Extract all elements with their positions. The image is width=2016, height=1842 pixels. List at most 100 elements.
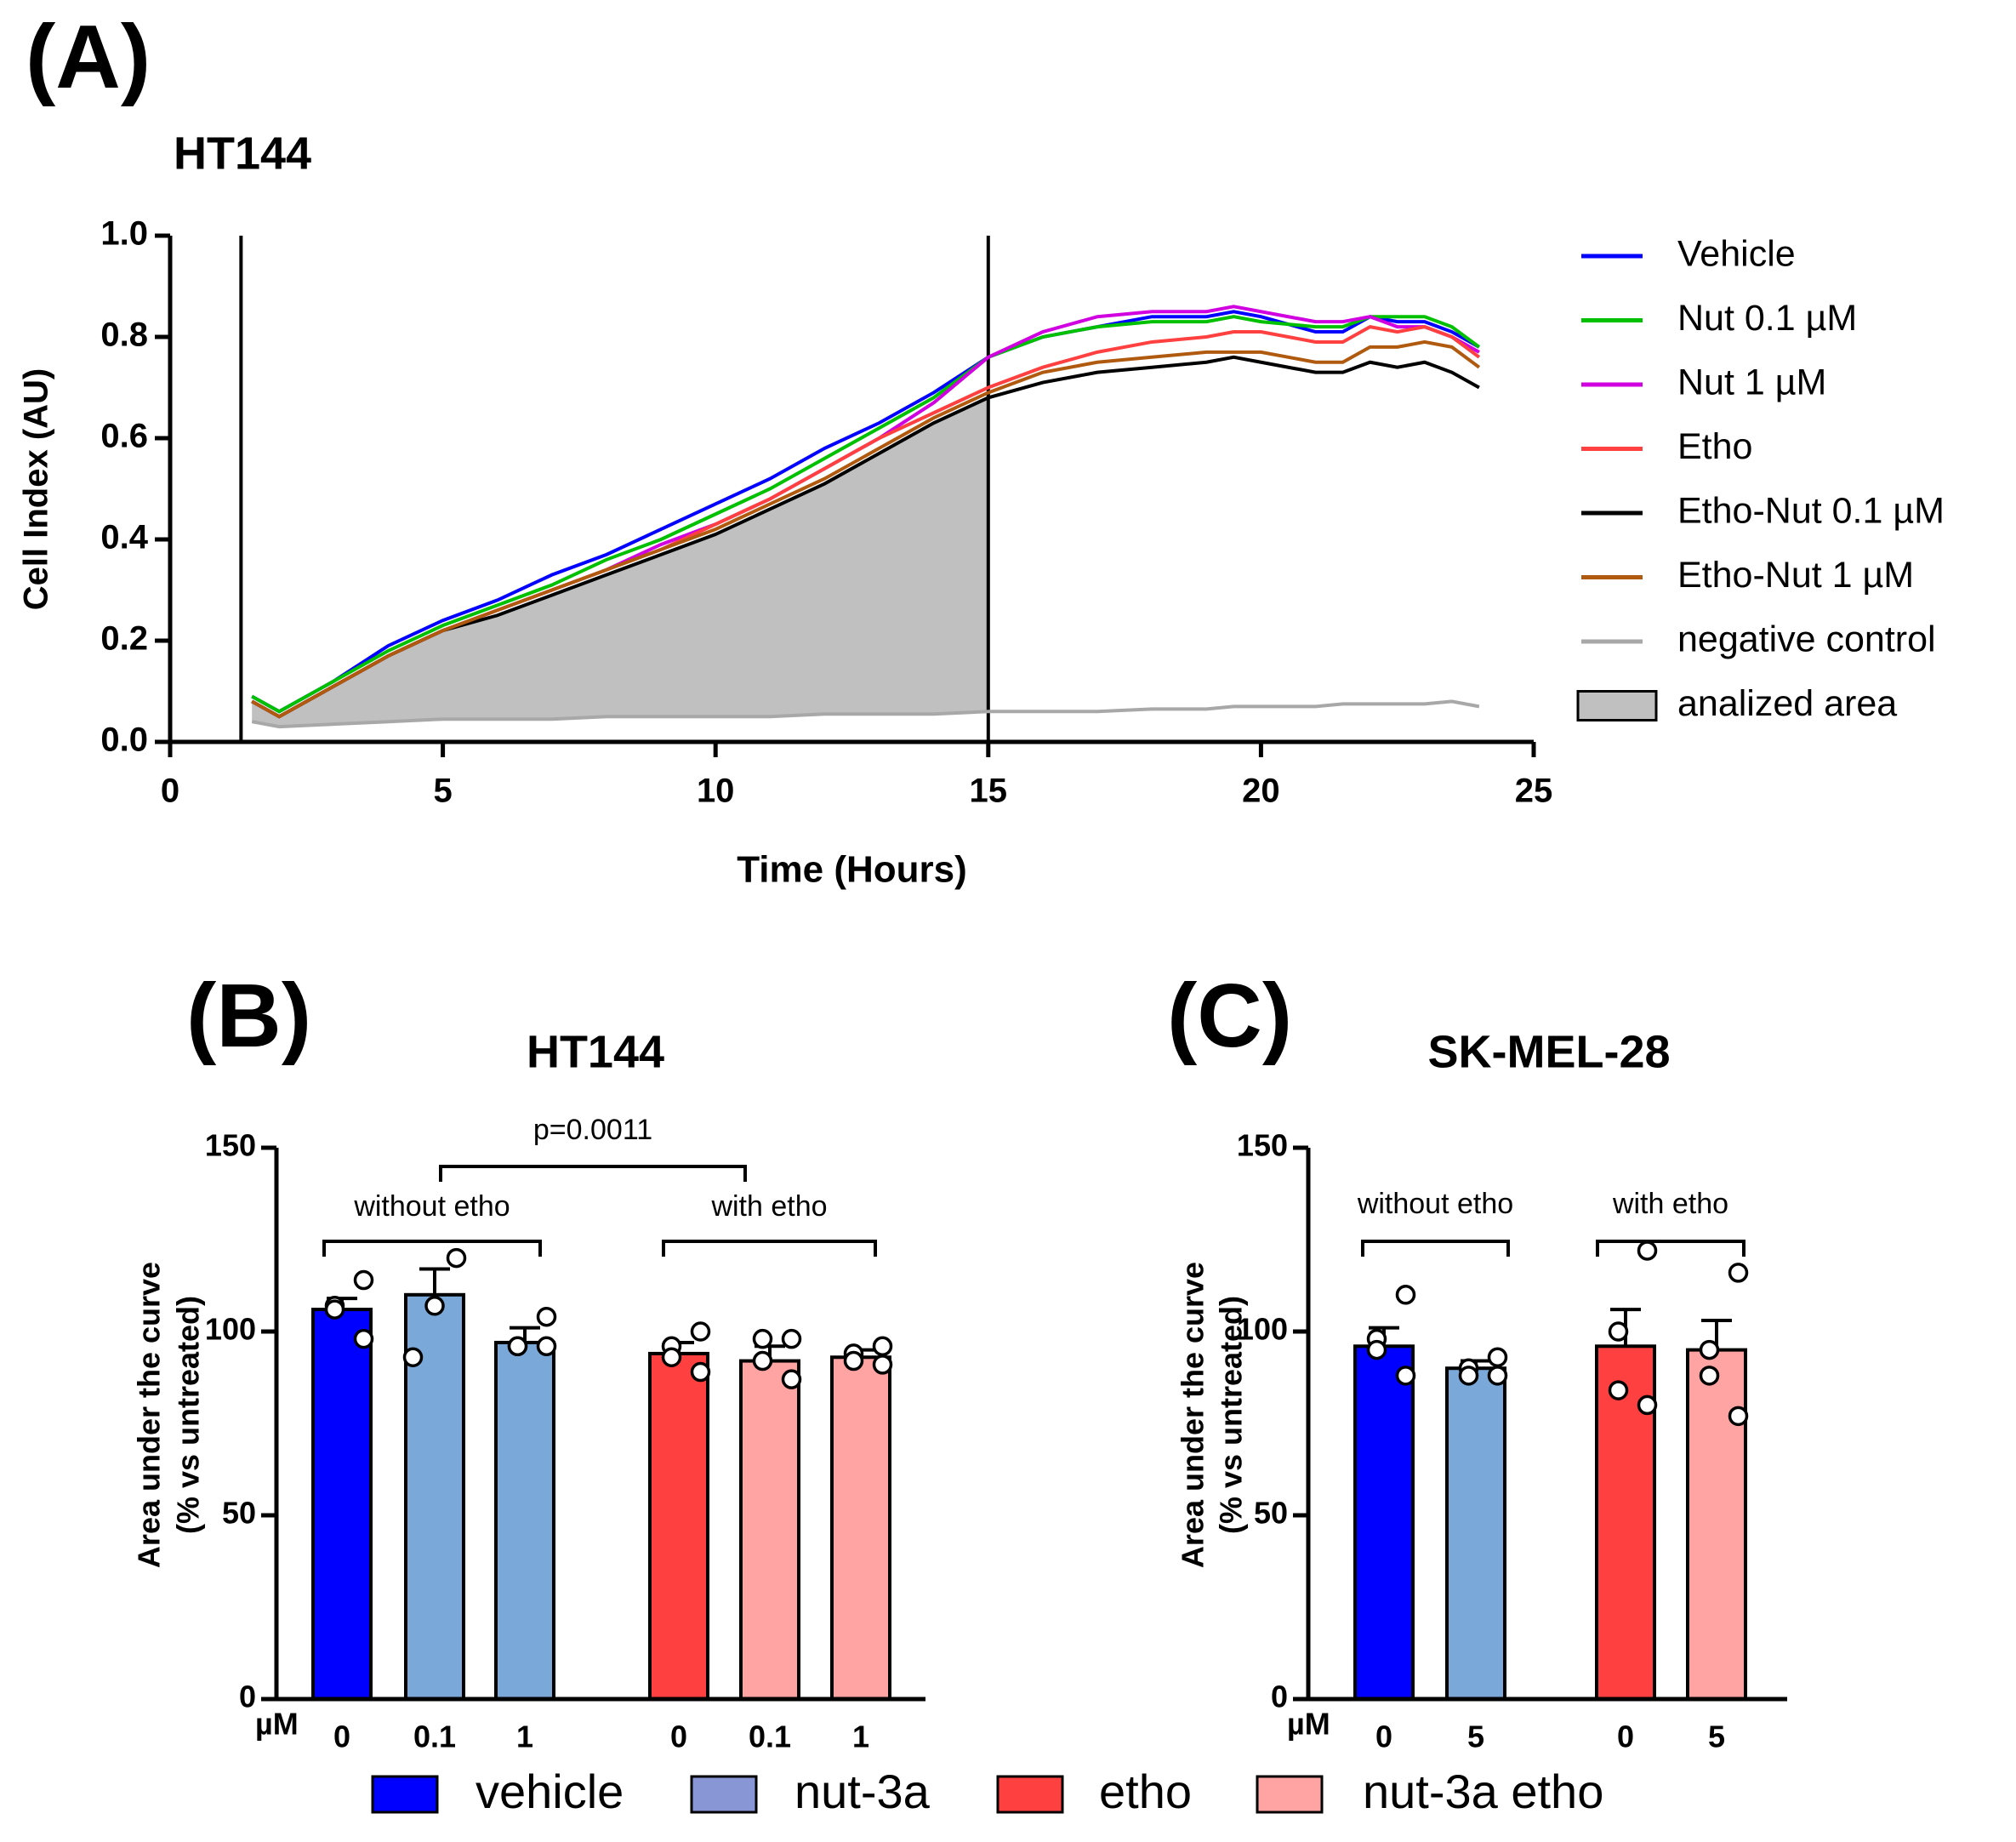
data-point <box>507 1336 528 1357</box>
data-point <box>1395 1366 1416 1386</box>
data-point <box>752 1328 773 1349</box>
data-point <box>536 1306 557 1327</box>
data-point <box>1487 1366 1508 1386</box>
legend-swatch <box>371 1775 439 1814</box>
data-point <box>781 1369 802 1389</box>
legend-label: Nut 1 µM <box>1677 362 1826 402</box>
x-tick-label: 10 <box>697 773 735 810</box>
panel-label: (C) <box>1167 966 1292 1066</box>
x-tick-label: 25 <box>1515 773 1553 810</box>
bar <box>830 1355 891 1701</box>
panel-label: (B) <box>186 966 311 1066</box>
data-point <box>324 1299 345 1320</box>
legend-swatch <box>1576 690 1658 721</box>
y-tick-label: 50 <box>1254 1496 1288 1531</box>
data-point <box>402 1347 424 1367</box>
series-line <box>251 355 1480 719</box>
y-tick-label: 0 <box>1271 1679 1288 1714</box>
y-axis-title: Cell Index (AU) <box>18 368 55 610</box>
y-axis-title: (% vs untreated) <box>171 1296 206 1534</box>
data-point <box>424 1296 445 1316</box>
data-point <box>1366 1339 1387 1360</box>
x-tick-label: 0 <box>670 1719 687 1754</box>
legend-swatch <box>1256 1775 1324 1814</box>
x-tick-label: 1 <box>852 1719 869 1754</box>
unit-label: µM <box>255 1707 299 1742</box>
data-point <box>690 1321 711 1342</box>
chart-title: HT144 <box>174 128 311 179</box>
y-tick-label: 1.0 <box>100 215 148 253</box>
x-tick-label: 5 <box>433 773 452 810</box>
y-tick-label: 0 <box>239 1679 256 1714</box>
data-point <box>1637 1394 1658 1416</box>
data-point <box>1728 1263 1749 1283</box>
annotation: with etho <box>710 1190 827 1223</box>
data-point <box>872 1336 893 1357</box>
y-tick-label: 0.0 <box>100 721 148 759</box>
bar <box>494 1340 555 1701</box>
bracket <box>1361 1240 1510 1257</box>
x-axis-title: Time (Hours) <box>737 849 967 891</box>
legend-label: Etho-Nut 0.1 µM <box>1677 490 1945 531</box>
series-line <box>251 315 1481 714</box>
legend-label: analized area <box>1677 683 1897 724</box>
y-tick-label: 150 <box>205 1128 256 1163</box>
data-point <box>1608 1380 1629 1400</box>
annotation: with etho <box>1612 1188 1728 1220</box>
legend-label: nut-3a etho <box>1363 1765 1603 1818</box>
series-line <box>251 699 1480 729</box>
y-axis-title: Area under the curve <box>1176 1262 1210 1568</box>
y-tick-label: 0.2 <box>100 620 148 658</box>
x-tick-label: 0.1 <box>749 1719 791 1754</box>
data-point <box>446 1247 467 1269</box>
data-point <box>1728 1406 1749 1427</box>
data-point <box>1487 1347 1508 1367</box>
x-tick-label: 15 <box>970 773 1008 810</box>
data-point <box>690 1361 711 1383</box>
bracket <box>1596 1240 1745 1257</box>
data-point <box>1458 1366 1479 1386</box>
y-axis-title: (% vs untreated) <box>1214 1296 1249 1534</box>
annotation: p=0.0011 <box>533 1114 652 1146</box>
legend-label: Etho <box>1677 426 1752 467</box>
unit-label: µM <box>1287 1707 1330 1742</box>
x-tick-label: 0 <box>161 773 179 810</box>
data-point <box>781 1328 802 1349</box>
legend-label: Etho-Nut 1 µM <box>1677 555 1914 596</box>
data-point <box>1637 1240 1658 1261</box>
legend-label: Nut 0.1 µM <box>1677 298 1857 339</box>
y-tick-label: 150 <box>1237 1128 1288 1163</box>
x-tick-label: 0 <box>1617 1719 1634 1754</box>
legend-label: Vehicle <box>1677 233 1796 274</box>
data-point <box>1395 1285 1416 1305</box>
data-point <box>536 1336 557 1357</box>
legend-swatch <box>690 1775 758 1814</box>
annotation: without etho <box>353 1190 510 1223</box>
analyzed-area <box>252 397 988 727</box>
series-line <box>251 339 1481 719</box>
y-tick-label: 100 <box>1237 1312 1288 1347</box>
data-point <box>843 1350 864 1372</box>
legend-label: vehicle <box>476 1765 624 1818</box>
x-tick-label: 0 <box>1375 1719 1392 1754</box>
x-tick-label: 1 <box>516 1719 533 1754</box>
legend-swatch <box>996 1775 1064 1814</box>
x-tick-label: 5 <box>1708 1719 1725 1754</box>
x-tick-label: 20 <box>1242 773 1280 810</box>
x-tick-label: 0.1 <box>413 1719 456 1754</box>
bracket <box>322 1240 542 1257</box>
data-point <box>1699 1366 1720 1386</box>
bar <box>648 1351 709 1702</box>
chart-title: HT144 <box>527 1026 664 1077</box>
data-point <box>872 1354 893 1375</box>
legend-label: etho <box>1099 1765 1192 1818</box>
legend-label: negative control <box>1677 619 1936 659</box>
legend-label: nut-3a <box>794 1765 931 1818</box>
data-point <box>353 1269 374 1291</box>
chart-title: SK-MEL-28 <box>1427 1026 1670 1077</box>
bracket <box>439 1165 747 1182</box>
x-tick-label: 0 <box>333 1719 350 1754</box>
data-point <box>1608 1321 1629 1342</box>
